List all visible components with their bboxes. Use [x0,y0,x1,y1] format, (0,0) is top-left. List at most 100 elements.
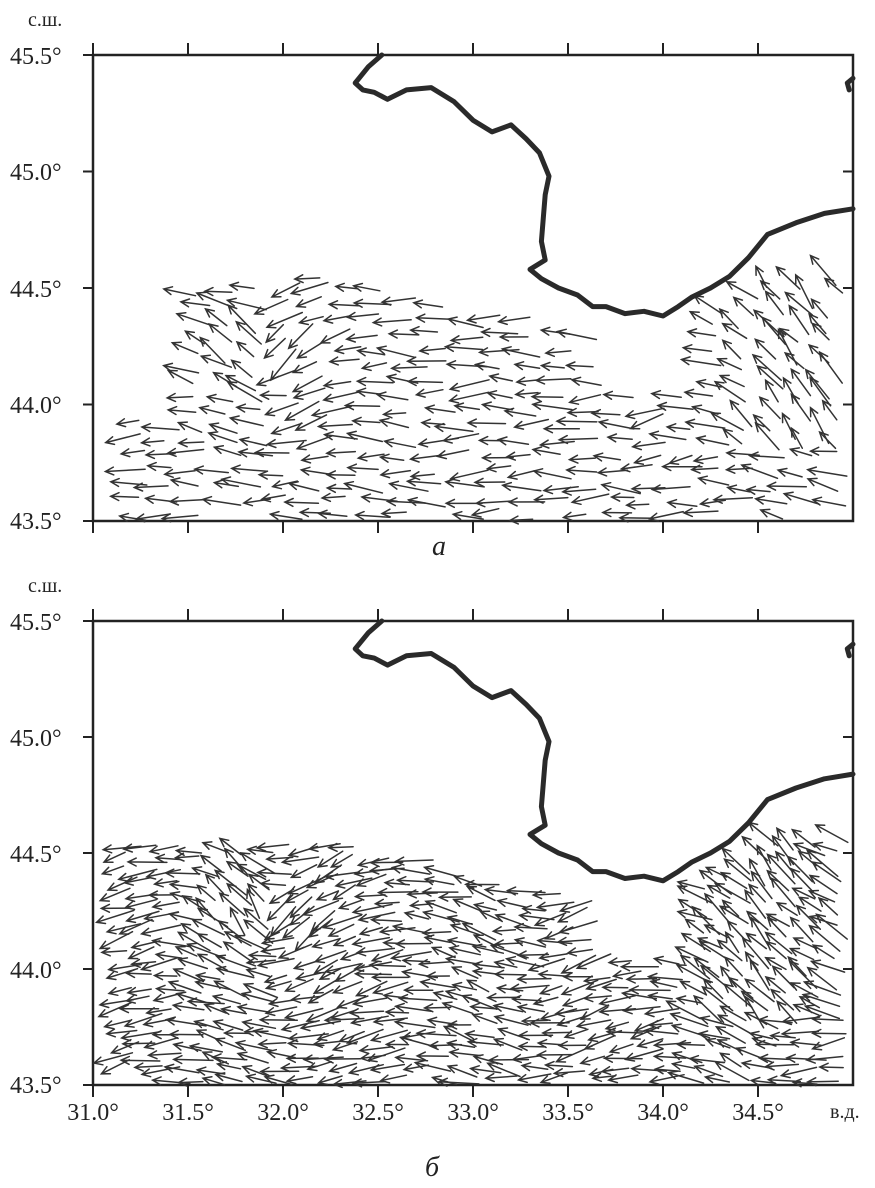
current-arrow [145,1007,172,1017]
current-arrow [351,997,388,1008]
current-arrow [122,843,157,853]
current-arrow [351,416,381,426]
current-arrow [749,1076,776,1087]
current-arrow [724,464,753,474]
current-arrow [688,310,713,325]
current-arrow [176,1077,204,1087]
lat-tick-label: 45.0° [10,160,62,186]
current-arrow [253,448,290,458]
current-arrow [322,390,362,403]
current-arrow [491,926,517,936]
current-arrow [285,1075,314,1085]
current-arrow [797,896,822,912]
current-arrow [322,431,358,441]
current-arrow [686,328,717,338]
current-arrow [718,307,739,330]
current-arrow [199,336,226,364]
lat-tick-label: 43.5° [10,509,62,535]
current-arrow [241,1065,268,1077]
current-arrow [388,480,429,492]
current-arrow [535,901,575,911]
current-arrow [313,959,339,975]
current-arrow [293,274,321,284]
current-arrow [513,418,550,430]
current-arrow [307,988,334,1004]
current-arrow [215,1061,242,1071]
current-arrow [775,901,798,917]
lat-tick-label: 44.0° [10,393,62,419]
current-arrow [405,477,442,487]
current-arrow [310,910,336,933]
current-arrow [366,1047,406,1063]
current-arrow [379,469,412,479]
current-arrow [426,1016,458,1026]
current-arrow [291,375,323,393]
current-arrow [611,970,642,980]
current-arrow [166,369,194,385]
current-arrow [134,513,172,523]
current-arrow [430,1075,458,1086]
current-arrow [723,858,752,882]
current-arrow [174,846,203,857]
current-arrow [133,1062,163,1072]
current-arrow [706,884,731,899]
current-arrow [115,418,140,428]
current-arrow [465,885,496,902]
current-arrow [810,1014,844,1024]
current-arrow [534,375,572,385]
current-arrow [397,993,438,1004]
current-arrow [265,438,307,449]
current-arrow [693,1064,724,1078]
current-arrow [371,981,409,995]
current-arrow [236,1003,273,1014]
current-arrow [790,828,816,848]
current-arrow [695,378,722,389]
current-arrow [557,1040,587,1051]
current-arrow [805,849,839,878]
current-arrow [100,947,128,957]
current-arrow [372,1016,409,1026]
current-arrow [765,940,787,960]
current-arrow [237,448,274,458]
current-arrow [535,1050,573,1060]
current-arrow [346,463,379,473]
current-arrow [636,1038,664,1049]
current-arrow [693,294,723,315]
current-arrow [218,892,246,917]
current-arrow [744,978,775,1003]
current-arrow [268,888,295,905]
current-arrow [383,438,417,449]
lon-unit-label: в.д. [830,1101,860,1123]
current-arrow [194,972,221,982]
current-arrow [177,438,205,448]
current-arrow [818,1062,844,1072]
current-arrow [150,1076,191,1086]
current-arrow [696,937,724,950]
current-arrow [281,916,311,939]
current-arrow [123,898,157,911]
current-arrow [809,376,832,407]
current-arrow [333,345,362,355]
current-arrow [145,868,182,880]
current-arrow [328,356,360,366]
current-arrow [766,916,787,938]
current-arrow [235,320,262,345]
current-arrow [302,1054,344,1064]
current-arrow [263,337,286,360]
current-arrow [122,876,152,886]
current-arrow [180,922,208,940]
current-arrow [541,1028,572,1038]
current-arrow [531,890,561,900]
current-arrow [470,507,500,518]
current-arrow [791,887,816,900]
current-arrow [433,422,474,433]
current-arrow [484,1072,518,1083]
current-arrow [752,309,784,338]
current-arrow [556,936,592,947]
current-arrow [500,346,541,358]
current-arrow [289,864,318,879]
current-arrow [207,323,233,343]
current-arrow [745,932,768,950]
current-arrow [674,946,709,963]
current-arrow [446,316,484,329]
